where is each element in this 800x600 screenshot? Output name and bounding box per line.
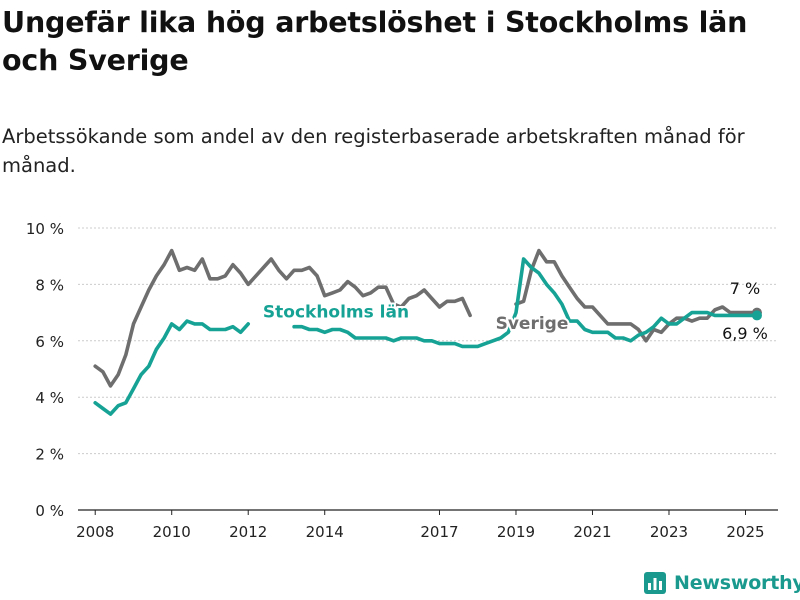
y-tick-label: 10 %	[26, 220, 64, 238]
chart-title: Ungefär lika hög arbetslöshet i Stockhol…	[2, 6, 748, 77]
chart-subtitle: Arbetssökande som andel av den registerb…	[2, 125, 745, 177]
grid-lines	[78, 227, 778, 511]
x-tick-label: 2014	[306, 523, 344, 541]
y-tick-label: 2 %	[35, 446, 64, 464]
y-axis: 0 % 2 % 4 % 6 % 8 % 10 %	[26, 220, 64, 520]
series-lines	[93, 248, 762, 416]
series-label-sverige: Sverige	[496, 314, 569, 334]
bar-chart-icon	[644, 572, 666, 594]
y-tick-label: 4 %	[35, 389, 64, 407]
y-tick-label: 8 %	[35, 276, 64, 294]
x-tick-label: 2021	[573, 523, 611, 541]
x-tick-label: 2012	[229, 523, 267, 541]
x-axis: 2008 2010 2012 2014 2017 2019 2021 2023 2025	[76, 510, 765, 541]
series-line-sverige	[93, 248, 759, 388]
series-label-stockholm: Stockholms län	[263, 303, 409, 323]
x-tick-label: 2017	[420, 523, 458, 541]
y-tick-label: 6 %	[35, 333, 64, 351]
x-tick-label: 2025	[726, 523, 764, 541]
end-point-stockholm	[751, 310, 762, 321]
x-tick-label: 2023	[650, 523, 688, 541]
brand-name: Newsworthy	[674, 572, 800, 594]
newsworthy-logo: Newsworthy	[644, 568, 800, 598]
x-tick-label: 2010	[153, 523, 191, 541]
y-tick-label: 0 %	[35, 502, 64, 520]
line-chart: 0 % 2 % 4 % 6 % 8 % 10 % 2008 2010 2012 2014 2017…	[26, 220, 778, 541]
x-tick-label: 2019	[497, 523, 535, 541]
x-tick-label: 2008	[76, 523, 114, 541]
series-labels: Sverige Stockholms län 7 % 6,9 %	[261, 279, 768, 343]
end-value-stockholm: 6,9 %	[722, 324, 768, 343]
end-value-sverige: 7 %	[730, 279, 760, 298]
series-line-stockholm	[93, 257, 759, 416]
